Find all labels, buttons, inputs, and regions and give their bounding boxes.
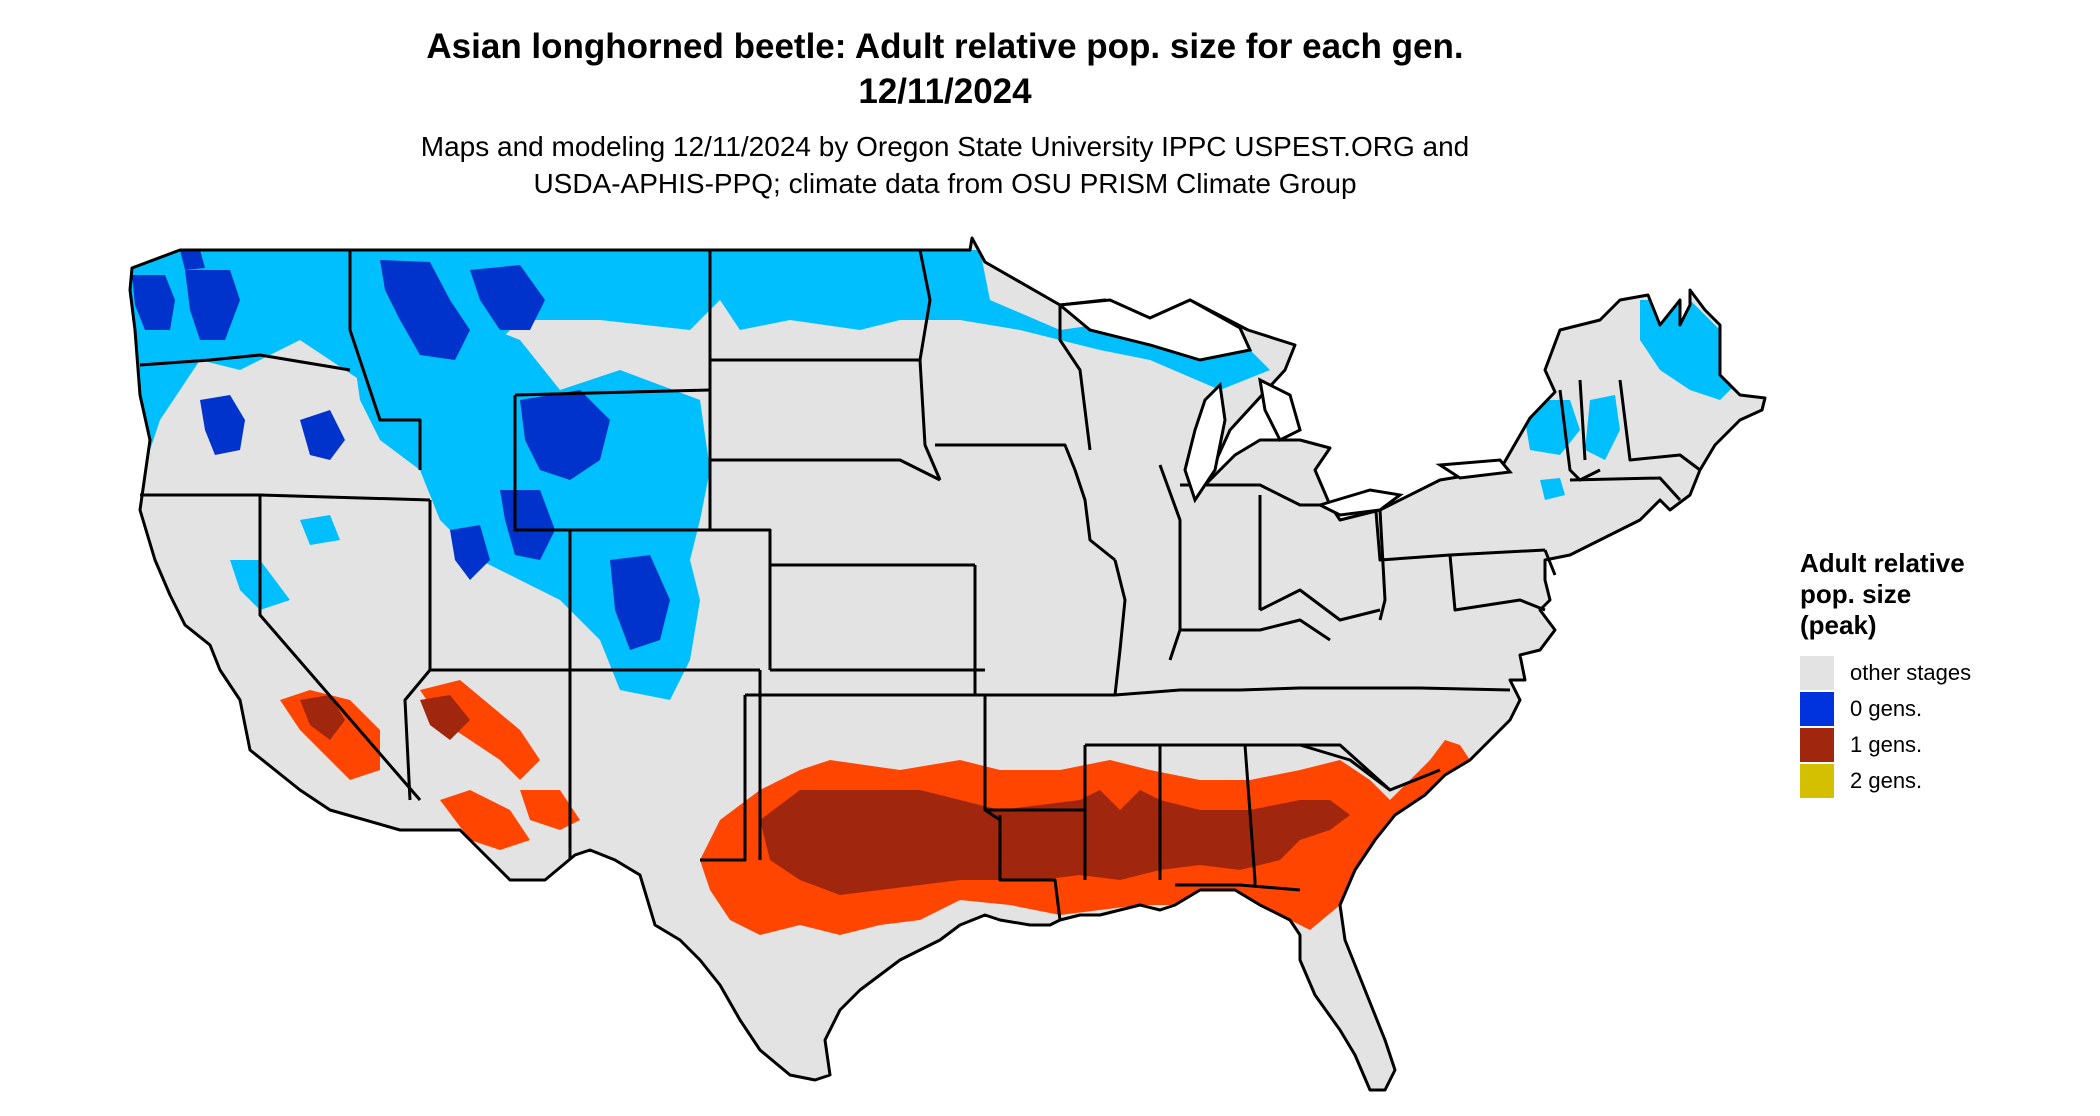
state-borders	[128, 236, 1767, 1092]
legend-label: 0 gens.	[1850, 696, 1923, 721]
lake-erie	[1315, 488, 1404, 517]
chart-subtitle: Maps and modeling 12/11/2024 by Oregon S…	[0, 128, 1890, 202]
legend-title: Adult relative pop. size (peak)	[1800, 548, 2090, 641]
lake-superior	[1056, 298, 1253, 362]
legend-swatch	[1800, 656, 1834, 690]
subtitle-line-1: Maps and modeling 12/11/2024 by Oregon S…	[420, 131, 1470, 162]
legend-title-line-2: pop. size	[1800, 579, 1912, 609]
legend-label: 1 gens.	[1850, 732, 1923, 757]
legend-title-line-1: Adult relative	[1800, 548, 1965, 578]
legend: Adult relative pop. size (peak) other st…	[1800, 548, 2090, 799]
legend-title-line-3: (peak)	[1800, 610, 1877, 640]
subtitle-line-2: USDA-APHIS-PPQ; climate data from OSU PR…	[533, 168, 1357, 199]
legend-swatch	[1800, 728, 1834, 762]
one-gen-dark-region	[300, 695, 1350, 895]
chart-title: Asian longhorned beetle: Adult relative …	[0, 24, 1890, 114]
lake-michigan	[1183, 381, 1227, 504]
title-line-2: 12/11/2024	[858, 72, 1032, 111]
legend-label: other stages	[1850, 660, 1972, 685]
zero-gens-dark-region	[132, 250, 670, 650]
lake-huron	[1258, 377, 1302, 443]
title-line-1: Asian longhorned beetle: Adult relative …	[426, 27, 1464, 66]
legend-label: 2 gens.	[1850, 768, 1923, 793]
legend-swatch	[1800, 692, 1834, 726]
lake-ontario	[1435, 458, 1513, 480]
us-outline	[128, 236, 1767, 1092]
legend-item-one-gen: 1 gens.	[1800, 727, 2090, 763]
legend-item-two-gens: 2 gens.	[1800, 763, 2090, 799]
legend-swatch	[1800, 764, 1834, 798]
legend-item-zero-gens: 0 gens.	[1800, 691, 2090, 727]
great-lakes	[1056, 298, 1513, 517]
legend-item-other-stages: other stages	[1800, 655, 2090, 691]
